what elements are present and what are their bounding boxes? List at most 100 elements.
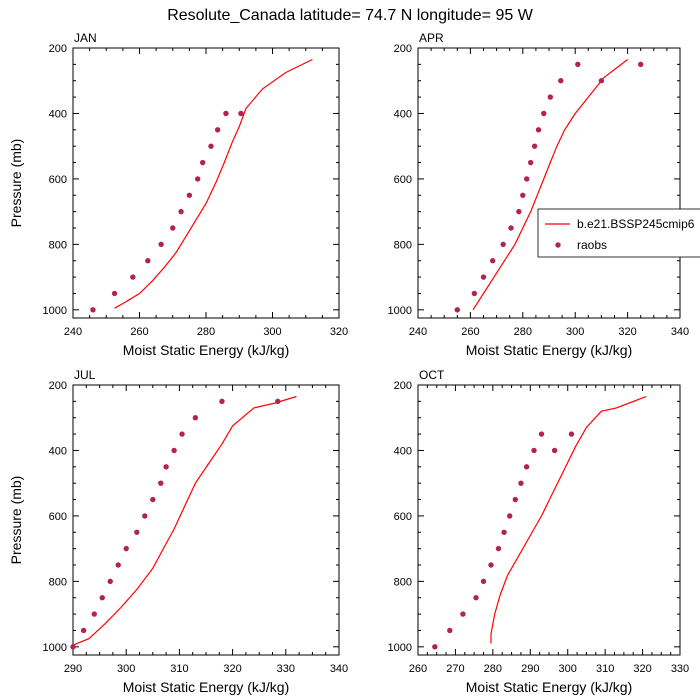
y-tick-label-jan: 200 xyxy=(49,43,67,55)
y-tick-label-oct: 200 xyxy=(394,380,412,392)
x-tick-label-oct: 330 xyxy=(671,663,689,675)
obs-point-jan xyxy=(194,176,201,182)
panel-jul: JUL 290 300 310 320 330 340 200 400 600 800 1000 Moi… xyxy=(8,368,348,695)
obs-point-oct xyxy=(512,496,519,503)
y-tick-label-jan: 600 xyxy=(49,174,67,186)
obs-point-jan xyxy=(90,307,96,313)
plot-frame-apr xyxy=(417,47,681,319)
obs-point-jan xyxy=(130,274,136,280)
obs-point-apr xyxy=(535,127,542,133)
y-tick-label-jul: 400 xyxy=(49,445,67,457)
plot-frame-jul xyxy=(72,384,340,656)
obs-point-jul xyxy=(134,529,140,535)
obs-point-apr xyxy=(598,78,605,84)
x-tick-label-apr: 340 xyxy=(671,326,689,338)
x-tick-label-apr: 300 xyxy=(566,326,584,338)
y-tick-label-jul: 800 xyxy=(49,576,67,588)
plot-frame-jan xyxy=(72,47,340,319)
panel-apr: APR 240 260 280 300 320 340 200 400 600 800 1000 Moi… xyxy=(388,31,690,358)
x-tick-label-jul: 320 xyxy=(223,663,241,675)
x-tick-label-jul: 330 xyxy=(277,663,295,675)
panel-label-apr: APR xyxy=(419,31,444,45)
x-axis-label-oct: Moist Static Energy (kJ/kg) xyxy=(466,679,633,695)
panel-label-oct: OCT xyxy=(419,368,445,382)
legend-obs-label: raobs xyxy=(577,238,607,252)
obs-point-jan xyxy=(223,110,229,117)
y-tick-label-oct: 800 xyxy=(394,576,412,588)
obs-point-oct xyxy=(501,529,507,535)
obs-point-apr xyxy=(524,176,530,182)
obs-point-jul xyxy=(123,545,129,552)
y-tick-label-oct: 1000 xyxy=(388,642,412,654)
obs-point-jul xyxy=(163,464,169,470)
x-tick-label-oct: 290 xyxy=(521,663,539,675)
x-tick-label-oct: 310 xyxy=(596,663,614,675)
panel-label-jan: JAN xyxy=(74,31,97,45)
obs-point-jul xyxy=(142,513,148,519)
obs-point-apr xyxy=(531,143,538,149)
obs-point-oct xyxy=(495,545,502,552)
obs-point-jan xyxy=(145,258,151,264)
obs-point-jan xyxy=(208,143,214,149)
x-tick-label-jan: 260 xyxy=(130,326,148,338)
obs-point-jan xyxy=(214,127,221,133)
x-tick-label-oct: 320 xyxy=(633,663,651,675)
obs-point-apr xyxy=(575,61,581,68)
obs-point-jul xyxy=(80,627,87,634)
x-tick-label-apr: 240 xyxy=(409,326,427,338)
obs-point-jul xyxy=(99,595,105,601)
obs-point-jul xyxy=(192,415,199,421)
legend-obs-marker xyxy=(555,242,561,248)
panel-jan: JAN 240 260 280 300 320 200 400 600 800 1000 Moist … xyxy=(8,31,348,358)
obs-point-jan xyxy=(186,192,193,198)
obs-point-jan xyxy=(111,290,118,297)
figure-title: Resolute_Canada latitude= 74.7 N longitu… xyxy=(167,7,533,24)
obs-point-jan xyxy=(170,225,176,231)
obs-point-oct xyxy=(523,464,530,470)
obs-point-apr xyxy=(454,307,460,313)
obs-point-apr xyxy=(500,241,506,248)
obs-point-oct xyxy=(507,513,513,519)
obs-point-oct xyxy=(531,447,537,454)
model-line-oct xyxy=(490,395,647,644)
obs-point-apr xyxy=(471,290,478,297)
model-line-jan xyxy=(114,58,313,309)
y-tick-label-oct: 400 xyxy=(394,445,412,457)
plot-frame-oct xyxy=(417,384,681,656)
obs-point-apr xyxy=(516,208,522,215)
y-tick-label-jul: 200 xyxy=(49,380,67,392)
obs-point-apr xyxy=(480,274,487,280)
x-tick-label-jan: 280 xyxy=(197,326,215,338)
panels: JAN 240 260 280 300 320 200 400 600 800 1000 Moist … xyxy=(8,31,689,695)
obs-point-jul xyxy=(275,398,281,405)
obs-point-jul xyxy=(70,644,76,650)
obs-point-oct xyxy=(568,431,575,437)
obs-point-apr xyxy=(508,225,514,231)
obs-point-jul xyxy=(158,480,164,486)
panel-label-jul: JUL xyxy=(74,368,96,382)
y-axis-label-jul: Pressure (mb) xyxy=(8,476,24,565)
obs-point-jul xyxy=(107,578,113,585)
obs-point-jan xyxy=(178,208,184,215)
obs-point-jul xyxy=(115,562,121,568)
obs-point-oct xyxy=(447,627,453,634)
x-axis-label-jan: Moist Static Energy (kJ/kg) xyxy=(123,342,290,358)
obs-point-jul xyxy=(219,398,225,405)
x-tick-label-jul: 290 xyxy=(64,663,82,675)
y-tick-label-apr: 800 xyxy=(394,239,412,251)
x-axis-label-apr: Moist Static Energy (kJ/kg) xyxy=(466,342,633,358)
x-tick-label-oct: 260 xyxy=(409,663,427,675)
x-tick-label-oct: 270 xyxy=(446,663,464,675)
obs-point-jan xyxy=(199,159,206,166)
y-tick-label-jan: 800 xyxy=(49,239,67,251)
model-line-jul xyxy=(72,395,297,646)
obs-point-apr xyxy=(527,159,534,166)
obs-point-oct xyxy=(551,447,558,454)
x-tick-label-jan: 320 xyxy=(330,326,348,338)
x-tick-label-jan: 240 xyxy=(64,326,82,338)
x-tick-label-oct: 300 xyxy=(559,663,577,675)
x-tick-label-apr: 280 xyxy=(514,326,532,338)
obs-point-jan xyxy=(158,241,164,248)
x-axis-label-jul: Moist Static Energy (kJ/kg) xyxy=(123,679,290,695)
